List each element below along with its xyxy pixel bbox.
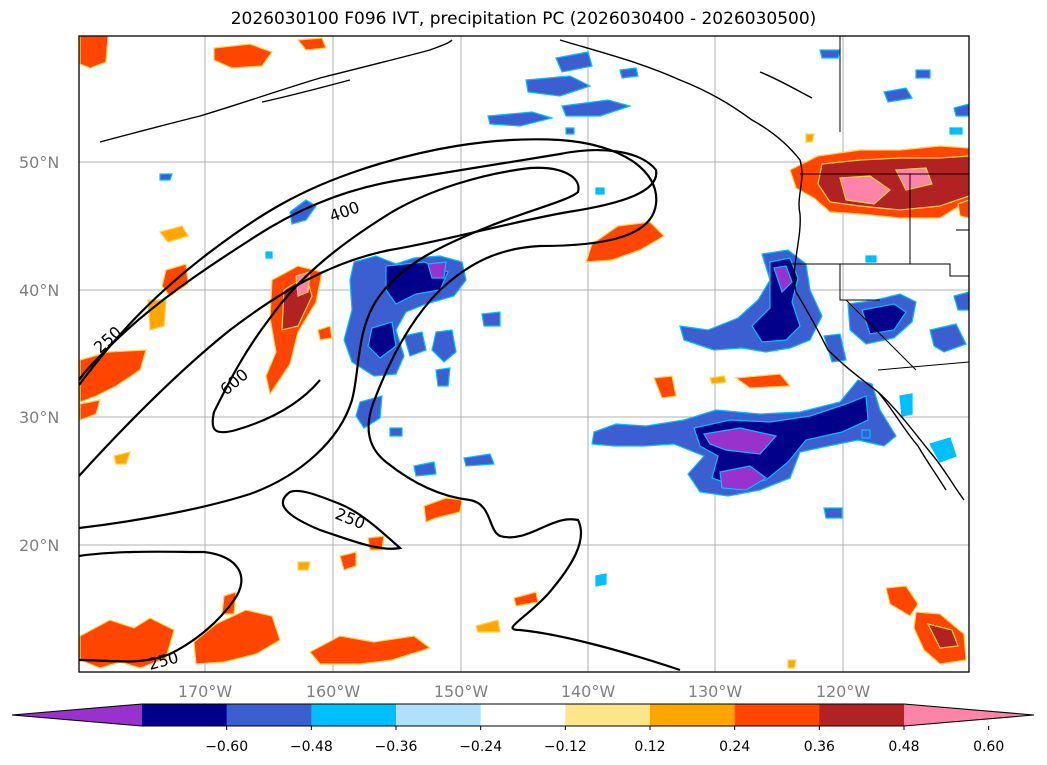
colorbar-tick-label: 0.48 xyxy=(888,739,919,755)
lat-label-50n: 50°N xyxy=(19,153,59,172)
colorbar-segment xyxy=(480,704,566,726)
colorbar-tick-label: −0.48 xyxy=(290,739,333,755)
state-line-1 xyxy=(790,263,969,277)
us-mexico-border xyxy=(877,361,969,371)
aleutian-chain xyxy=(99,39,453,143)
colorbar-tick-label: 0.24 xyxy=(719,739,750,755)
colorbar-tick-label: 0.60 xyxy=(973,739,1004,755)
map-title: 2026030100 F096 IVT, precipitation PC (2… xyxy=(230,9,817,29)
colorbar-tick-label: 0.36 xyxy=(804,739,835,755)
colorbar-segment xyxy=(396,704,482,726)
colorbar-segment xyxy=(650,704,736,726)
lon-label-120w: 120°W xyxy=(816,682,871,701)
state-line-4 xyxy=(845,299,917,371)
colorbar: −0.60 −0.48 −0.36 −0.24 −0.12 0.12 0.24 0.36 0.4… xyxy=(11,703,1035,755)
ivt-contours xyxy=(79,138,681,672)
lon-label-150w: 150°W xyxy=(434,682,489,701)
state-line-2 xyxy=(839,264,880,301)
lat-label-40n: 40°N xyxy=(19,281,59,300)
coastline xyxy=(99,39,965,501)
north-america-coast xyxy=(559,39,965,501)
map-frame xyxy=(78,35,970,673)
coast-detail xyxy=(759,71,813,99)
baja-california xyxy=(877,391,947,491)
colorbar-tick-label: −0.12 xyxy=(544,739,587,755)
colorbar-segment xyxy=(819,704,905,726)
colorbar-tick-label: 0.12 xyxy=(634,739,665,755)
contour-600 xyxy=(79,166,580,530)
colorbar-segment xyxy=(142,704,228,726)
lon-label-130w: 130°W xyxy=(688,682,743,701)
colorbar-outline xyxy=(11,703,1035,727)
colorbar-tick-label: −0.36 xyxy=(375,739,418,755)
lon-label-140w: 140°W xyxy=(561,682,616,701)
colorbar-tick-label: −0.60 xyxy=(205,739,248,755)
lon-label-170w: 170°W xyxy=(178,682,233,701)
political-borders xyxy=(790,36,969,371)
contour-400 xyxy=(79,149,658,477)
alaska-peninsula xyxy=(261,79,351,103)
lon-label-160w: 160°W xyxy=(306,682,361,701)
negative-precip-areas xyxy=(159,49,969,587)
colorbar-segment xyxy=(734,704,820,726)
contour-250-lower xyxy=(79,550,243,663)
longitude-labels: 170°W 160°W 150°W 140°W 130°W 120°W xyxy=(178,682,871,701)
colorbar-segment xyxy=(226,704,312,726)
colorbar-segment xyxy=(311,704,397,726)
colorbar-extend-high xyxy=(904,704,1034,726)
contour-250-outer xyxy=(79,138,681,672)
latitude-labels: 50°N 40°N 30°N 20°N xyxy=(19,153,59,555)
lat-label-20n: 20°N xyxy=(19,536,59,555)
colorbar-extend-low xyxy=(12,704,142,726)
lat-label-30n: 30°N xyxy=(19,408,59,427)
colorbar-tick-label: −0.24 xyxy=(459,739,502,755)
colorbar-segment xyxy=(565,704,651,726)
contour-250-island xyxy=(281,489,403,550)
map-area xyxy=(79,36,969,672)
